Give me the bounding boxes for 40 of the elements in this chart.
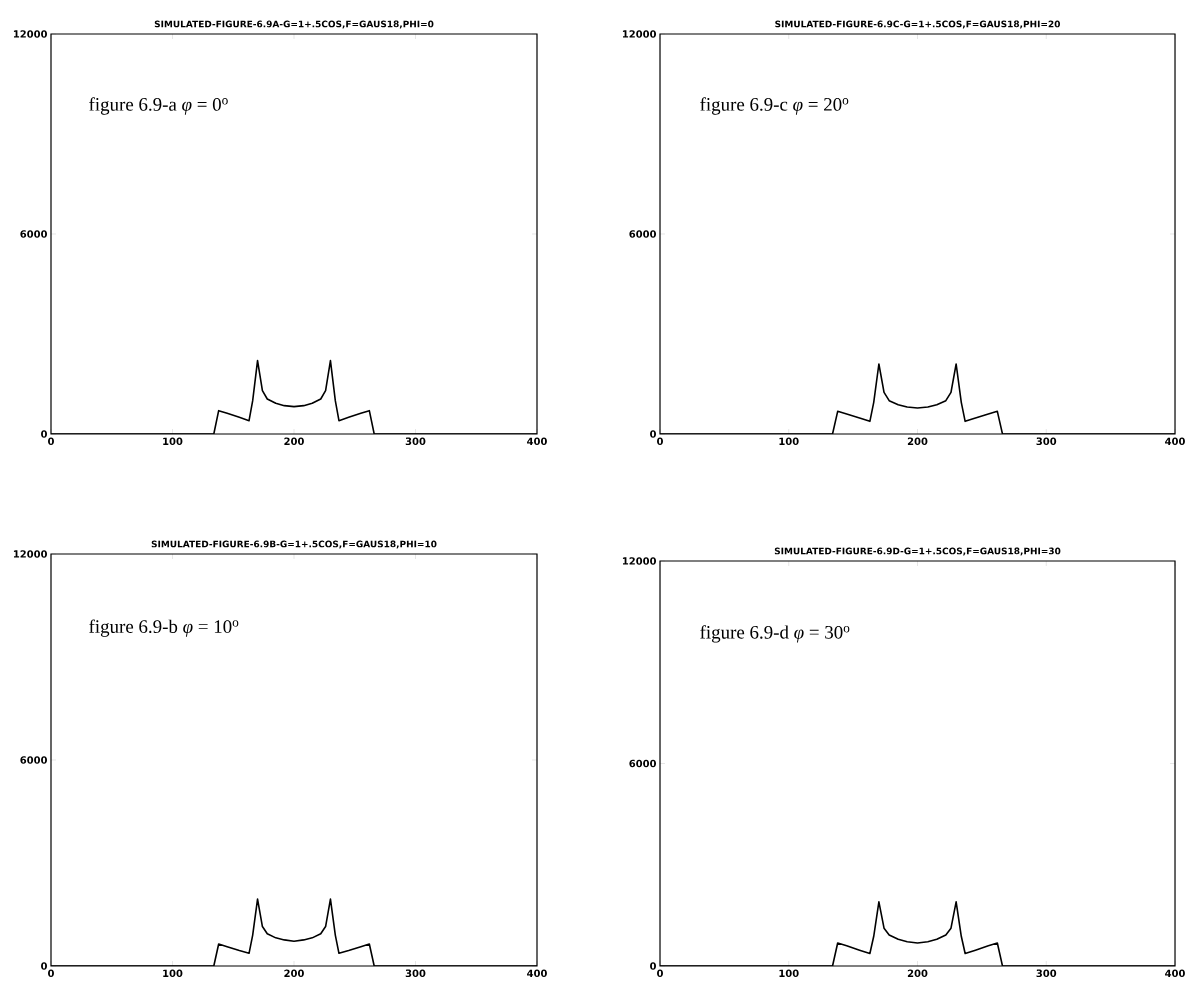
y-tick-label: 12000 [13,550,48,558]
x-tick-label: 0 [657,969,663,978]
x-tick-label: 100 [779,969,799,978]
x-tick-label: 0 [657,437,663,446]
y-tick-label: 12000 [13,30,48,38]
x-tick-label: 0 [48,969,54,978]
chart-title: SIMULATED-FIGURE-6.9C-G=1+.5COS,F=GAUS18,PHI=20 [775,20,1060,29]
y-tick-label: 0 [650,430,657,438]
x-tick-label: 200 [907,437,928,446]
x-tick-label: 200 [284,437,304,446]
x-tick-label: 400 [527,969,547,978]
annotation: figure 6.9-b φ = 10$^{o}$ [89,619,239,637]
y-tick-label: 0 [41,430,47,438]
y-tick-label: 6000 [20,230,48,238]
chart-title: SIMULATED-FIGURE-6.9D-G=1+.5COS,F=GAUS18,PHI=30 [774,547,1061,556]
x-tick-label: 0 [48,437,54,446]
chart-title: SIMULATED-FIGURE-6.9B-G=1+.5COS,F=GAUS18,PHI=10 [151,540,437,549]
y-tick-label: 6000 [629,759,657,768]
y-tick-label: 12000 [622,30,657,38]
x-tick-label: 400 [527,437,547,446]
y-tick-label: 6000 [20,756,48,764]
annotation: figure 6.9-c φ = 20$^{o}$ [700,97,849,115]
chart-title: SIMULATED-FIGURE-6.9A-G=1+.5COS,F=GAUS18,PHI=0 [154,20,434,29]
y-tick-label: 0 [41,962,47,970]
x-tick-label: 400 [1165,437,1185,446]
annotation: figure 6.9-a φ = 0$^{o}$ [89,97,228,115]
x-tick-label: 200 [284,969,304,978]
x-tick-label: 100 [779,437,799,446]
y-tick-label: 12000 [622,557,657,565]
y-tick-label: 6000 [629,230,657,238]
x-tick-label: 300 [405,969,426,978]
annotation: figure 6.9-d φ = 30$^{o}$ [700,625,850,643]
x-tick-label: 400 [1165,969,1185,978]
x-tick-label: 100 [163,969,183,978]
y-tick-label: 0 [650,962,657,970]
x-tick-label: 300 [405,437,426,446]
x-tick-label: 300 [1036,437,1057,446]
x-tick-label: 100 [163,437,183,446]
x-tick-label: 300 [1036,969,1057,978]
x-tick-label: 200 [907,969,928,978]
